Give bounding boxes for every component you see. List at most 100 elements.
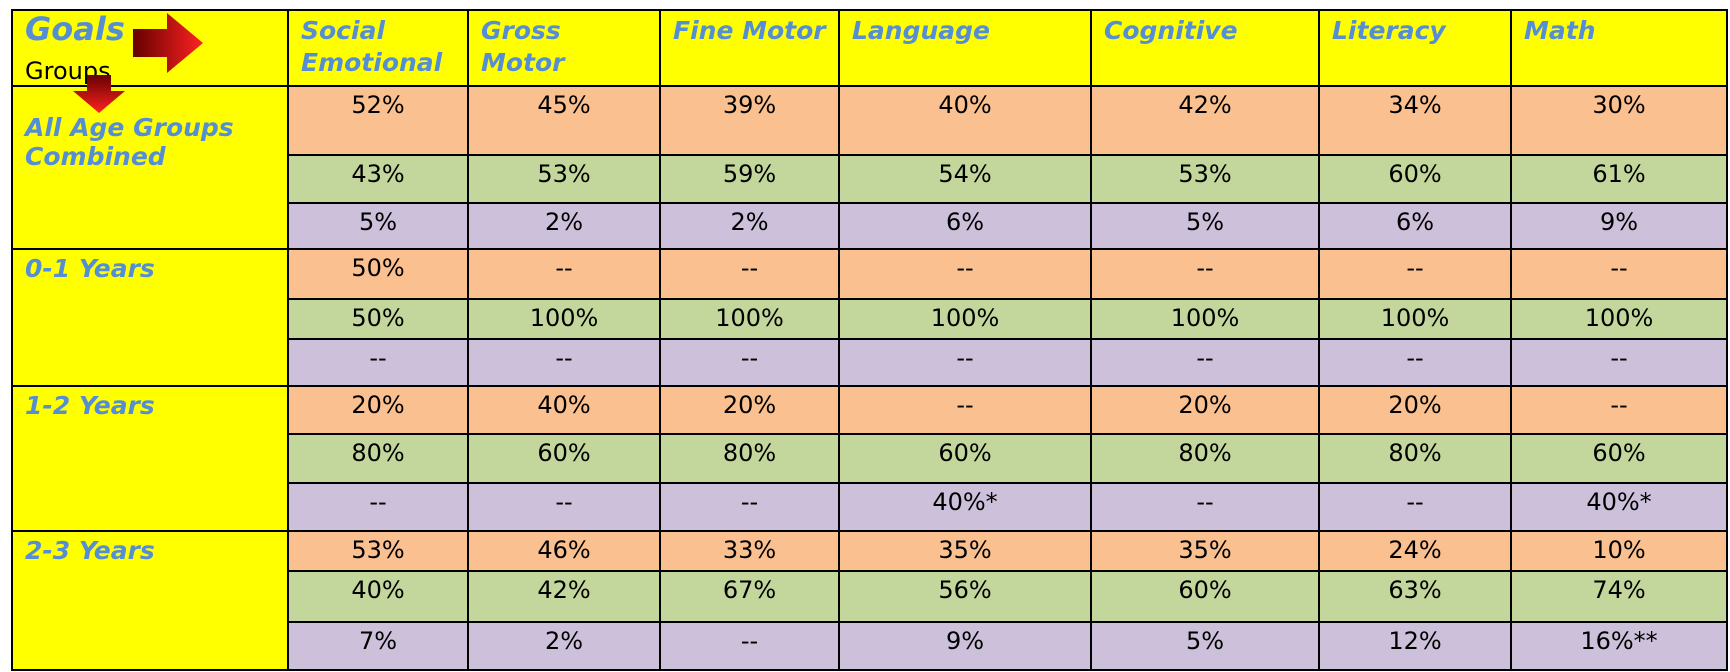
value-cell: 63%	[1319, 571, 1511, 622]
value-cell: --	[468, 249, 660, 299]
value-cell: --	[288, 339, 468, 386]
value-cell: --	[660, 483, 839, 531]
value-cell: 40%	[468, 386, 660, 434]
value-cell: 7%	[288, 622, 468, 670]
value-cell: 5%	[1091, 622, 1319, 670]
value-cell: 100%	[468, 299, 660, 339]
value-cell: 5%	[1091, 203, 1319, 249]
value-cell: 34%	[1319, 86, 1511, 155]
value-cell: --	[1319, 249, 1511, 299]
value-cell: --	[1319, 483, 1511, 531]
value-cell: 50%	[288, 299, 468, 339]
value-cell: 100%	[1511, 299, 1727, 339]
value-cell: 100%	[1319, 299, 1511, 339]
value-cell: 67%	[660, 571, 839, 622]
value-cell: --	[1319, 339, 1511, 386]
value-cell: --	[660, 249, 839, 299]
value-cell: 61%	[1511, 155, 1727, 203]
value-cell: --	[1091, 483, 1319, 531]
value-cell: 60%	[1511, 434, 1727, 483]
value-cell: 39%	[660, 86, 839, 155]
value-cell: 42%	[1091, 86, 1319, 155]
value-cell: 12%	[1319, 622, 1511, 670]
corner: Goals Groups	[25, 13, 275, 79]
value-cell: --	[1511, 339, 1727, 386]
value-cell: 100%	[1091, 299, 1319, 339]
value-cell: 20%	[660, 386, 839, 434]
value-cell: 35%	[839, 531, 1091, 571]
value-cell: 40%*	[839, 483, 1091, 531]
value-cell: 53%	[288, 531, 468, 571]
value-cell: 56%	[839, 571, 1091, 622]
value-cell: 43%	[288, 155, 468, 203]
value-cell: 30%	[1511, 86, 1727, 155]
corner-cell: Goals Groups	[12, 10, 288, 86]
value-cell: 40%*	[1511, 483, 1727, 531]
value-cell: 20%	[1091, 386, 1319, 434]
value-cell: 80%	[660, 434, 839, 483]
value-cell: 2%	[660, 203, 839, 249]
value-cell: 2%	[468, 203, 660, 249]
value-cell: --	[660, 622, 839, 670]
value-cell: --	[1091, 249, 1319, 299]
column-header: Language	[839, 10, 1091, 86]
value-cell: 2%	[468, 622, 660, 670]
value-cell: 74%	[1511, 571, 1727, 622]
group-label: 1-2 Years	[12, 386, 288, 531]
value-cell: 5%	[288, 203, 468, 249]
goals-label: Goals	[25, 13, 125, 45]
value-cell: 80%	[288, 434, 468, 483]
arrow-down	[71, 75, 127, 115]
column-header: Cognitive	[1091, 10, 1319, 86]
value-cell: --	[839, 339, 1091, 386]
value-cell: 20%	[1319, 386, 1511, 434]
value-cell: 60%	[1091, 571, 1319, 622]
value-cell: 33%	[660, 531, 839, 571]
value-cell: --	[1511, 249, 1727, 299]
value-cell: --	[468, 339, 660, 386]
group-label: 0-1 Years	[12, 249, 288, 386]
column-header: Literacy	[1319, 10, 1511, 86]
value-cell: 40%	[839, 86, 1091, 155]
value-cell: 10%	[1511, 531, 1727, 571]
value-cell: --	[839, 249, 1091, 299]
value-cell: --	[1511, 386, 1727, 434]
value-cell: 16%**	[1511, 622, 1727, 670]
value-cell: 54%	[839, 155, 1091, 203]
value-cell: --	[1091, 339, 1319, 386]
value-cell: 40%	[288, 571, 468, 622]
value-cell: 46%	[468, 531, 660, 571]
value-cell: 6%	[839, 203, 1091, 249]
value-cell: 42%	[468, 571, 660, 622]
value-cell: 45%	[468, 86, 660, 155]
page: Goals Groups Social EmotionalGross Motor…	[0, 0, 1730, 672]
data-row: 0-1 Years50%------------	[12, 249, 1727, 299]
value-cell: 20%	[288, 386, 468, 434]
column-header: Math	[1511, 10, 1727, 86]
column-header: Social Emotional	[288, 10, 468, 86]
value-cell: 6%	[1319, 203, 1511, 249]
value-cell: 100%	[839, 299, 1091, 339]
value-cell: 80%	[1091, 434, 1319, 483]
column-header: Fine Motor	[660, 10, 839, 86]
arrow-right	[131, 11, 205, 77]
value-cell: --	[468, 483, 660, 531]
value-cell: --	[288, 483, 468, 531]
value-cell: 35%	[1091, 531, 1319, 571]
value-cell: 52%	[288, 86, 468, 155]
value-cell: 80%	[1319, 434, 1511, 483]
value-cell: 53%	[468, 155, 660, 203]
value-cell: 9%	[1511, 203, 1727, 249]
group-label: 2-3 Years	[12, 531, 288, 670]
value-cell: 60%	[839, 434, 1091, 483]
value-cell: 59%	[660, 155, 839, 203]
value-cell: 100%	[660, 299, 839, 339]
value-cell: 60%	[1319, 155, 1511, 203]
group-label: All Age Groups Combined	[12, 86, 288, 249]
column-header: Gross Motor	[468, 10, 660, 86]
value-cell: 53%	[1091, 155, 1319, 203]
